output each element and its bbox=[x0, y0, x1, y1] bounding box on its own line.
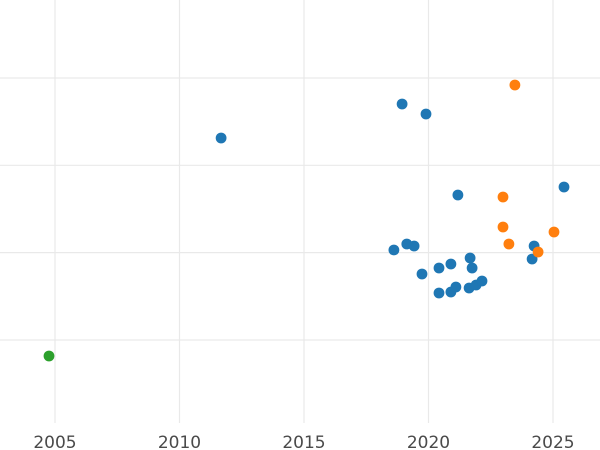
data-point-orange bbox=[548, 226, 560, 238]
x-axis-tick-label: 2025 bbox=[531, 433, 574, 450]
data-point-orange bbox=[497, 191, 509, 203]
data-point-blue bbox=[450, 281, 462, 293]
data-point-blue bbox=[408, 240, 420, 252]
data-point-blue bbox=[445, 258, 457, 270]
data-point-blue bbox=[433, 262, 445, 274]
data-point-orange bbox=[532, 246, 544, 258]
data-point-blue bbox=[420, 108, 432, 120]
x-axis-tick-label: 2005 bbox=[33, 433, 76, 450]
data-point-orange bbox=[509, 79, 521, 91]
data-point-orange bbox=[497, 221, 509, 233]
data-point-blue bbox=[396, 98, 408, 110]
data-point-blue bbox=[464, 252, 476, 264]
data-point-blue bbox=[416, 268, 428, 280]
data-point-blue bbox=[466, 262, 478, 274]
data-point-blue bbox=[215, 132, 227, 144]
data-point-blue bbox=[388, 244, 400, 256]
data-point-blue bbox=[558, 181, 570, 193]
x-axis-tick-label: 2010 bbox=[158, 433, 201, 450]
data-point-blue bbox=[452, 189, 464, 201]
data-point-orange bbox=[503, 238, 515, 250]
x-axis-tick-label: 2020 bbox=[407, 433, 450, 450]
data-point-blue bbox=[476, 275, 488, 287]
data-point-blue bbox=[526, 253, 538, 265]
data-point-blue bbox=[433, 287, 445, 299]
data-point-green bbox=[43, 350, 55, 362]
x-axis-tick-label: 2015 bbox=[282, 433, 325, 450]
